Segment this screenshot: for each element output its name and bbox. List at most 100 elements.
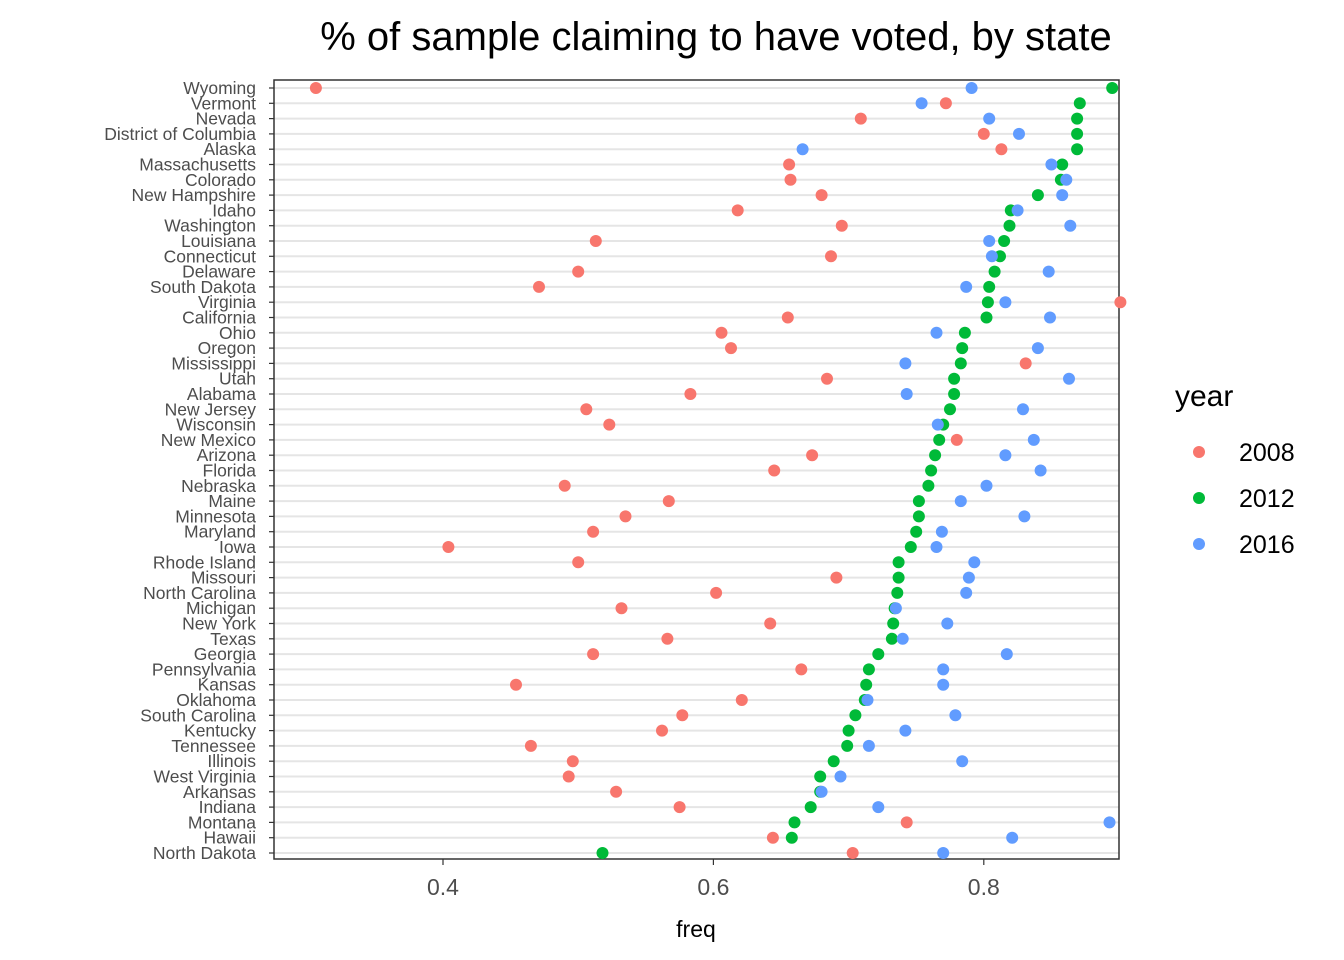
y-tick-label-virginia: Virginia — [198, 292, 256, 312]
point-2008-ohio — [715, 326, 728, 339]
point-2012-california — [980, 311, 993, 324]
point-2008-iowa — [442, 541, 455, 553]
point-2008-delaware — [572, 265, 585, 278]
point-2016-kentucky — [899, 724, 912, 737]
point-2012-rhode-island — [892, 556, 905, 569]
point-2012-kansas — [860, 678, 873, 691]
y-tick-label-colorado: Colorado — [185, 170, 256, 190]
point-2008-vermont — [939, 97, 952, 110]
point-2008-alabama — [684, 388, 697, 400]
point-2012-louisiana — [998, 235, 1011, 247]
point-2012-west-virginia — [814, 770, 827, 783]
point-2012-minnesota — [912, 510, 925, 523]
point-2016-oregon — [1031, 342, 1044, 355]
y-tick-label-tennessee: Tennessee — [171, 736, 256, 756]
point-2008-kentucky — [656, 724, 668, 737]
point-2012-indiana — [804, 801, 817, 814]
y-tick-label-minnesota: Minnesota — [175, 506, 256, 526]
point-2016-alaska — [796, 143, 809, 156]
point-2012-virginia — [981, 296, 994, 309]
y-tick-label-south-dakota: South Dakota — [150, 277, 256, 297]
y-tick-label-california: California — [182, 308, 256, 328]
point-2008-maine — [662, 495, 675, 508]
y-tick-label-maine: Maine — [208, 491, 256, 511]
point-2016-maine — [954, 495, 967, 508]
point-2008-west-virginia — [562, 770, 575, 783]
y-tick-label-georgia: Georgia — [194, 644, 257, 664]
legend-key-2008 — [1193, 446, 1205, 458]
point-2016-vermont — [915, 97, 928, 110]
plot-panel — [273, 79, 1120, 860]
point-2008-new-hampshire — [815, 189, 828, 202]
y-tick-label-delaware: Delaware — [182, 262, 256, 282]
point-2016-iowa — [930, 541, 943, 553]
point-2008-alaska — [995, 143, 1008, 156]
x-tick-label: 0.8 — [968, 874, 1000, 900]
x-axis-label: freq — [676, 916, 716, 942]
point-2016-wyoming — [965, 82, 978, 94]
point-2008-hawaii — [766, 831, 779, 844]
point-2012-new-mexico — [933, 433, 946, 446]
point-2012-massachusetts — [1056, 158, 1069, 171]
point-2008-connecticut — [825, 250, 837, 263]
point-2012-north-carolina — [891, 586, 904, 599]
y-tick-label-indiana: Indiana — [199, 797, 257, 817]
point-2016-maryland — [935, 525, 948, 538]
point-2012-kentucky — [842, 724, 855, 737]
point-2008-wisconsin — [603, 418, 616, 431]
point-2008-missouri — [830, 571, 843, 584]
point-2016-rhode-island — [968, 556, 981, 569]
legend: year 2008 2012 2016 — [1175, 380, 1295, 559]
point-2008-texas — [661, 632, 674, 645]
legend-label-2012: 2012 — [1239, 485, 1295, 513]
point-2008-massachusetts — [783, 158, 796, 171]
legend-label-2016: 2016 — [1239, 531, 1295, 559]
point-2016-new-mexico — [1027, 433, 1040, 446]
point-2008-virginia — [1114, 296, 1127, 309]
point-2008-district-of-columbia — [977, 127, 990, 140]
point-2012-alabama — [948, 388, 961, 400]
y-tick-label-louisiana: Louisiana — [181, 231, 256, 251]
point-2016-mississippi — [899, 357, 912, 370]
point-2016-michigan — [889, 602, 902, 615]
y-tick-label-new-york: New York — [182, 614, 256, 634]
point-2008-arizona — [806, 449, 819, 462]
point-2008-kansas — [510, 678, 522, 691]
y-tick-label-arizona: Arizona — [197, 445, 257, 465]
point-2012-georgia — [872, 648, 885, 661]
y-tick-label-nebraska: Nebraska — [181, 476, 256, 496]
point-2012-ohio — [958, 326, 971, 339]
point-2016-south-carolina — [949, 709, 962, 722]
point-2016-louisiana — [983, 235, 996, 247]
point-2008-arkansas — [610, 785, 623, 798]
point-2016-wisconsin — [931, 418, 944, 431]
point-2016-texas — [896, 632, 909, 645]
point-2008-mississippi — [1019, 357, 1032, 370]
point-2008-south-dakota — [533, 280, 545, 293]
point-2012-south-carolina — [849, 709, 862, 722]
y-tick-label-new-mexico: New Mexico — [161, 430, 256, 450]
point-2012-new-jersey — [944, 403, 956, 416]
point-2016-california — [1044, 311, 1056, 324]
point-2016-montana — [1103, 816, 1116, 829]
point-2016-kansas — [937, 678, 950, 691]
point-2016-arkansas — [815, 785, 828, 798]
point-2008-new-mexico — [950, 433, 963, 446]
point-2012-vermont — [1073, 97, 1086, 110]
point-2016-massachusetts — [1045, 158, 1058, 171]
point-2016-illinois — [956, 755, 969, 768]
y-tick-label-alabama: Alabama — [187, 384, 256, 404]
point-2016-georgia — [1000, 648, 1013, 661]
point-2012-florida — [925, 464, 938, 477]
point-2016-pennsylvania — [937, 663, 950, 676]
point-2008-california — [781, 311, 794, 324]
point-2016-tennessee — [862, 739, 875, 752]
grid-lines — [274, 87, 1119, 854]
point-2012-wyoming — [1106, 82, 1119, 94]
point-2016-alabama — [900, 388, 913, 400]
x-tick-label: 0.4 — [427, 874, 459, 900]
y-tick-label-texas: Texas — [210, 629, 256, 649]
y-tick-label-district-of-columbia: District of Columbia — [104, 124, 256, 144]
y-tick-label-iowa: Iowa — [219, 537, 256, 557]
point-2012-nevada — [1071, 112, 1084, 125]
